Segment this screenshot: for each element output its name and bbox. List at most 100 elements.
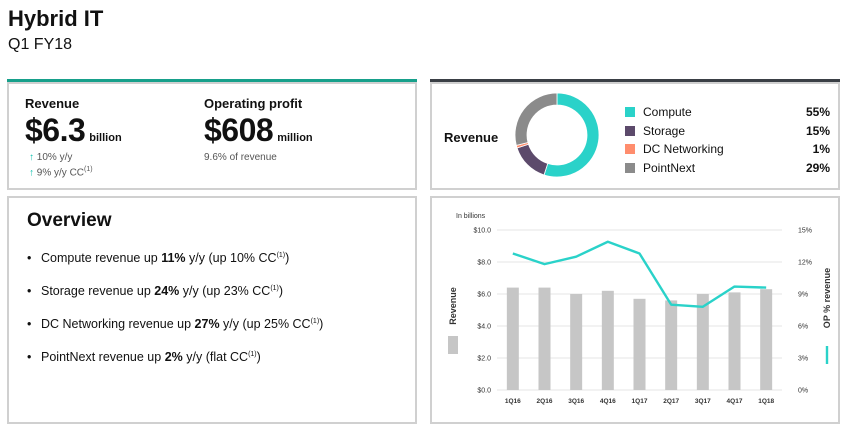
bar-1Q18 [760,289,773,390]
revenue-growth-yy-text: 10% y/y [36,152,73,163]
legend-label: Compute [643,105,692,119]
overview-item-text: DC Networking revenue up [41,317,195,332]
x-tick-label: 1Q18 [758,398,774,405]
bar-3Q17 [696,294,709,390]
footnote-marker: (1) [270,285,279,292]
overview-item-text: PointNext revenue up [41,350,165,365]
overview-list: • Compute revenue up 11% y/y (up 10% CC(1… [27,246,323,378]
operating-profit-unit: million [277,132,313,144]
legend-swatch [625,162,635,173]
overview-item: • PointNext revenue up 2% y/y (flat CC(1)… [27,345,323,378]
y-tick-label: $8.0 [477,260,491,267]
operating-profit-label: Operating profit [204,96,303,111]
operating-profit-value: $608 million [204,112,313,149]
bar-4Q17 [728,292,741,390]
legend-value: 55% [805,105,830,119]
revenue-unit: billion [89,132,122,144]
x-tick-label: 3Q17 [695,398,711,405]
bar-2Q16 [538,287,551,390]
x-tick-label: 3Q16 [568,398,584,405]
legend-swatch [625,125,635,136]
footnote-marker: (1) [310,318,320,325]
up-arrow-icon: ↑ [29,152,34,163]
revenue-growth-cc-text: 9% y/y CC [36,167,85,179]
overview-title: Overview [27,210,112,231]
revenue-donut-chart [514,92,600,178]
y-axis-unit-note: In billions [456,213,486,220]
revenue-summary-card: Revenue $6.3 billion ↑ 10% y/y ↑ 9% y/y C… [7,82,417,190]
revenue-trend-chart: $0.0 $2.0 $4.0 $6.0 $8.0 $10.0 0% 3% 6% 9% 12% 15% I… [448,213,832,405]
overview-item-growth: 27% [194,317,220,332]
bullet-icon: • [27,251,32,266]
overview-item-text: ) [319,317,324,332]
x-tick-label: 4Q17 [727,398,743,405]
y-tick-label: $6.0 [477,292,491,299]
y-tick-label: $4.0 [477,324,491,331]
pie-card-accent [430,79,840,83]
bullet-icon: • [27,284,32,299]
legend-label: DC Networking [643,142,724,156]
x-tick-label: 2Q16 [537,398,553,405]
overview-item-text: ) [278,284,284,299]
y-tick-label: $10.0 [473,228,491,235]
x-tick-label: 2Q17 [663,398,679,405]
legend-item-dc-networking: DC Networking 1% [625,141,830,159]
right-series-label: OP % revenue [822,268,832,328]
y2-tick-label: 3% [798,356,808,363]
revenue-growth-yy: ↑ 10% y/y [29,152,72,163]
overview-item-text: Compute revenue up [41,251,162,266]
legend-value: 29% [805,160,830,175]
y-tick-label: $0.0 [477,388,491,395]
legend-value: 15% [805,123,830,138]
overview-item-text: ) [285,251,290,266]
overview-item-growth: 11% [161,251,186,266]
bar-4Q16 [601,290,614,390]
overview-item-text: ) [256,350,261,365]
overview-item-text: y/y (up 23% CC [179,284,271,299]
overview-item-growth: 24% [154,284,180,299]
footnote-marker: (1) [248,351,257,358]
y-tick-label: $2.0 [477,356,491,363]
legend-item-compute: Compute 55% [625,104,830,122]
bar-1Q17 [633,298,646,390]
overview-item-text: y/y (up 10% CC [185,251,277,266]
overview-item: • Storage revenue up 24% y/y (up 23% CC(1… [27,279,323,312]
page-subtitle: Q1 FY18 [8,36,73,53]
footnote-marker: (1) [276,252,286,259]
y2-tick-label: 12% [798,260,812,267]
overview-item: • DC Networking revenue up 27% y/y (up 25… [27,312,323,345]
operating-profit-note: 9.6% of revenue [204,152,277,163]
overview-item-text: Storage revenue up [41,284,155,299]
overview-item-text: y/y (up 25% CC [219,317,311,332]
y2-tick-label: 15% [798,228,812,235]
bullet-icon: • [27,317,32,332]
left-series-label: Revenue [448,287,458,325]
bullet-icon: • [27,350,32,365]
overview-item: • Compute revenue up 11% y/y (up 10% CC(1… [27,246,323,279]
y2-tick-label: 9% [798,292,808,299]
revenue-mix-card: Revenue Compute 55% Storage 15% DC Networkin… [430,82,840,190]
footnote-marker: (1) [84,166,93,173]
x-tick-label: 4Q16 [600,398,616,405]
x-tick-label: 1Q16 [505,398,521,405]
x-tick-label: 1Q17 [632,398,648,405]
legend-item-pointnext: PointNext 29% [625,160,830,178]
overview-card: Overview • Compute revenue up 11% y/y (up… [7,196,417,424]
legend-value: 1% [812,142,830,156]
op-percent-line [512,240,767,309]
pie-title: Revenue [444,130,499,145]
revenue-trend-card: $0.0 $2.0 $4.0 $6.0 $8.0 $10.0 0% 3% 6% 9% 12% 15% I… [430,196,840,424]
legend-swatch-revenue [448,336,458,354]
revenue-label: Revenue [25,96,80,111]
operating-profit-amount: $608 [204,112,274,148]
page-title: Hybrid IT [8,6,104,31]
overview-item-text: y/y (flat CC [182,350,249,365]
revenue-value: $6.3 billion [25,112,122,149]
bar-1Q16 [506,287,519,390]
legend-swatch [625,144,635,154]
legend-label: PointNext [643,160,696,175]
revenue-amount: $6.3 [25,112,86,148]
legend-swatch [625,107,635,117]
bar-3Q16 [570,294,583,390]
revenue-growth-cc: ↑ 9% y/y CC(1) [29,166,93,178]
